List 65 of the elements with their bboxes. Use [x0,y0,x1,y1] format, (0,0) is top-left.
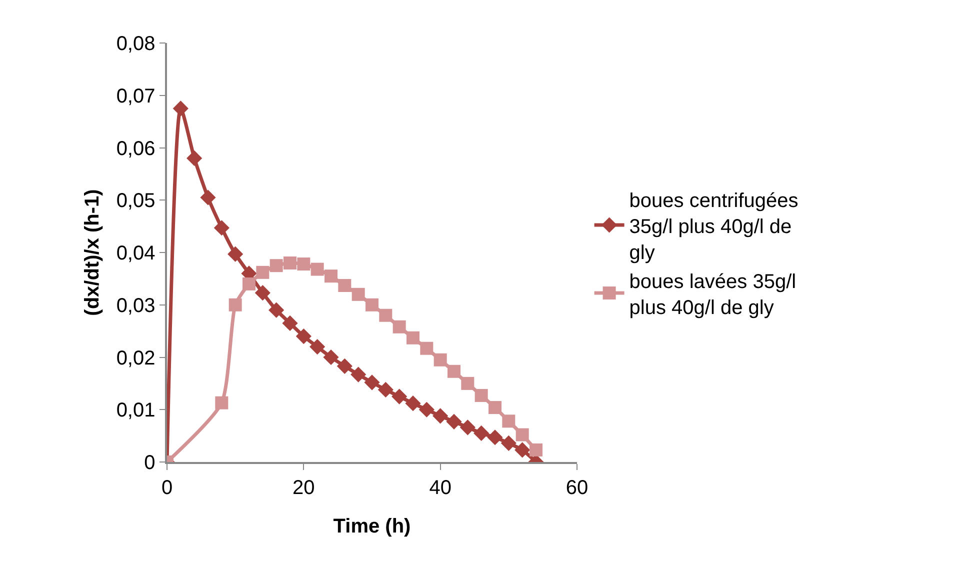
legend-label: boues lavées 35g/l plus 40g/l de gly [629,270,796,319]
x-tick-label: 60 [566,476,588,499]
point [338,279,352,292]
point [282,315,298,332]
y-tick-label: 0,05 [116,190,156,212]
point [254,285,270,301]
point [530,443,542,456]
x-tick-label: 40 [429,476,452,499]
point [172,100,188,116]
point [270,259,283,272]
y-tick-label: 0,07 [116,85,156,108]
point [446,414,462,430]
point [310,338,326,355]
point [215,396,228,410]
point [514,442,530,458]
point [364,374,380,390]
point [324,270,338,283]
point [488,401,502,414]
point [420,342,434,355]
x-axis-title: Time (h) [333,516,411,538]
point [378,382,394,398]
point [502,414,516,428]
point [228,246,244,262]
point [296,328,312,344]
point [336,358,352,374]
y-tick-label: 0 [144,452,156,474]
y-axis-title: (dx/dt)/x (h-1) [81,189,104,316]
point [405,396,421,412]
point [284,256,296,270]
point [487,430,503,446]
point [366,298,378,312]
point [516,428,529,442]
y-tick-label: 0,08 [116,33,156,55]
point [500,435,516,451]
point [228,298,242,312]
point [323,349,339,366]
point [434,353,447,366]
point [186,150,202,166]
point [242,277,256,290]
y-tick-label: 0,03 [116,294,156,317]
point [352,288,365,301]
point [214,220,230,236]
point [256,266,270,279]
y-tick-label: 0,02 [116,347,156,370]
point [392,388,408,404]
point [460,420,476,436]
y-tick-label: 0,04 [116,242,156,264]
point [310,262,324,276]
point [379,308,392,322]
point [474,425,490,441]
point [200,190,216,206]
point [392,320,406,334]
point [297,258,310,271]
point [406,331,420,344]
point [350,366,366,382]
point [432,408,448,424]
point [268,302,284,318]
x-tick-label: 20 [292,476,315,499]
point [418,402,434,418]
point [461,376,474,390]
point [448,364,460,378]
y-tick-label: 0,01 [116,400,156,422]
y-tick-label: 0,06 [116,138,156,160]
x-tick-label: 0 [161,476,173,499]
point [474,388,488,402]
